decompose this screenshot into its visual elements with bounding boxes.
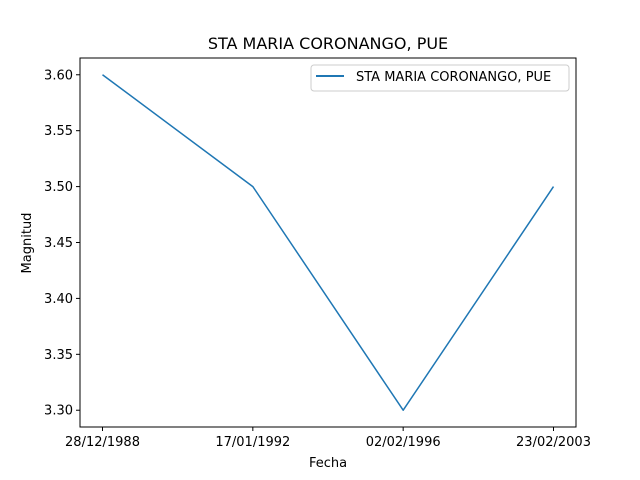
series-line — [102, 74, 555, 411]
y-tick-label: 3.45 — [44, 236, 73, 251]
y-tick-label: 3.35 — [44, 348, 73, 363]
legend-box — [310, 64, 570, 92]
y-tick-label: 3.60 — [44, 68, 73, 83]
x-tick-label: 02/02/1996 — [366, 435, 441, 450]
legend-label: STA MARIA CORONANGO, PUE — [356, 70, 551, 85]
x-axis-label: Fecha — [309, 456, 347, 471]
x-tick-label: 28/12/1988 — [65, 435, 140, 450]
y-tick-label: 3.50 — [44, 180, 73, 195]
x-axis: 28/12/1988 17/01/1992 02/02/1996 23/02/2003 — [65, 427, 591, 450]
series-layer — [102, 74, 555, 411]
x-tick-label: 23/02/2003 — [516, 435, 591, 450]
y-axis-label: Magnitud — [20, 213, 35, 274]
y-tick-label: 3.30 — [44, 404, 73, 419]
x-tick-label: 17/01/1992 — [215, 435, 290, 450]
y-tick-label: 3.40 — [44, 292, 73, 307]
y-axis: 3.30 3.35 3.40 3.45 3.50 3.55 3.60 — [44, 68, 80, 419]
chart-title: STA MARIA CORONANGO, PUE — [208, 34, 448, 53]
y-tick-label: 3.55 — [44, 124, 73, 139]
legend: STA MARIA CORONANGO, PUE — [310, 64, 570, 92]
